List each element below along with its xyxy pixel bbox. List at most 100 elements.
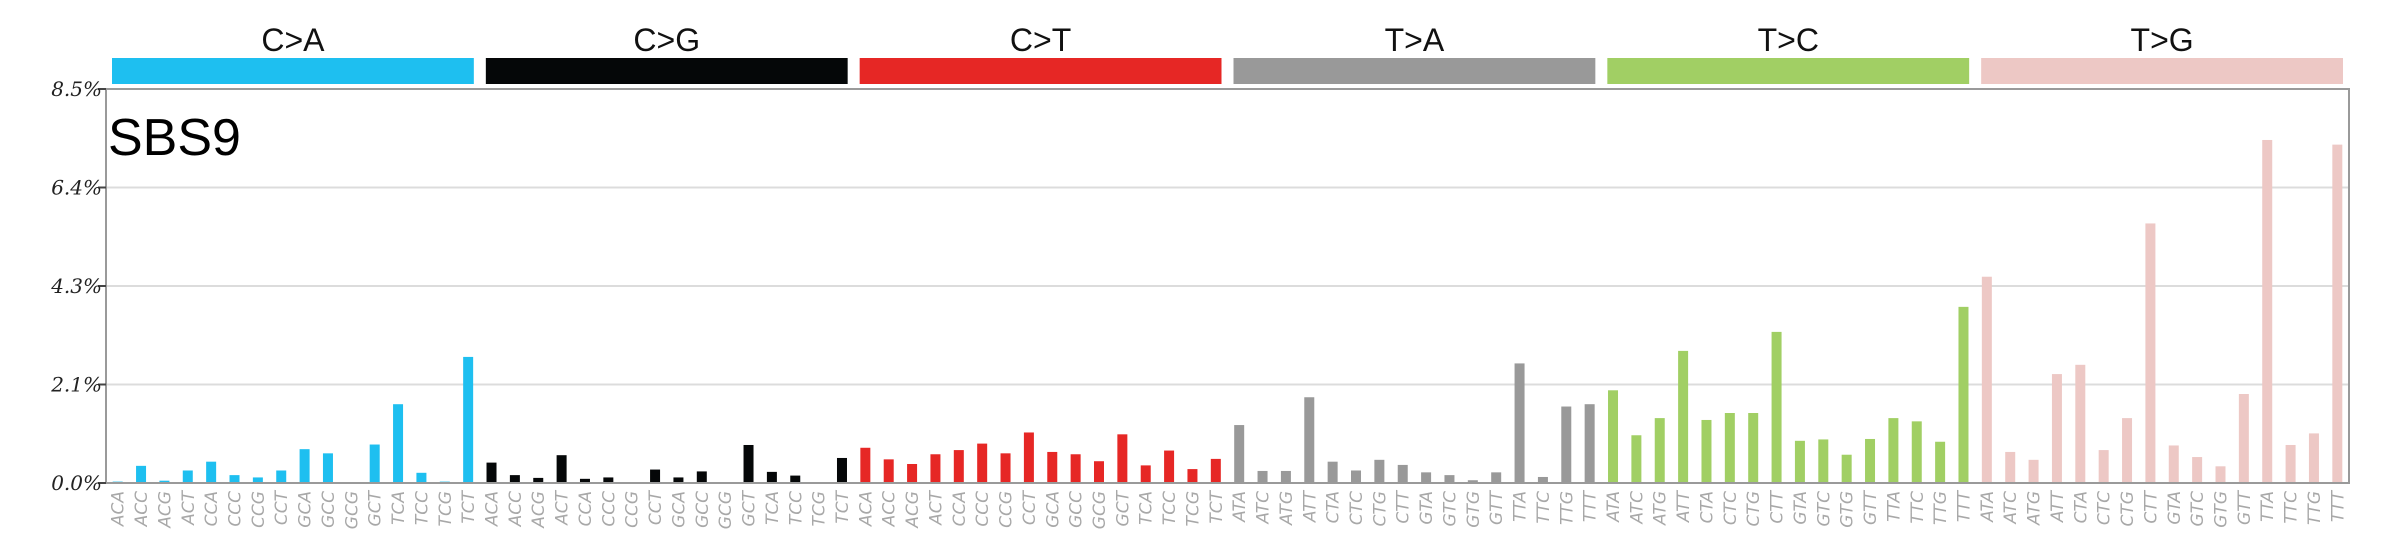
x-tick-label: TTA: [2258, 491, 2278, 522]
x-tick-label: GTT: [2235, 489, 2255, 525]
x-tick-label: ATA: [1604, 491, 1624, 523]
x-tick-label: GCT: [1113, 489, 1133, 526]
bar: [182, 470, 193, 483]
bar: [2098, 450, 2109, 483]
x-tick-label: ACT: [553, 489, 573, 525]
bar: [1514, 363, 1525, 483]
bar: [1117, 434, 1128, 483]
bar: [1421, 472, 1432, 483]
x-tick-label: TCA: [1137, 491, 1157, 525]
x-tick-label: TCG: [810, 491, 830, 526]
bar: [977, 443, 988, 483]
group-label: T>C: [1758, 22, 1819, 58]
bar: [206, 461, 217, 483]
x-tick-label: GTC: [1440, 491, 1460, 527]
x-tick-label: TTT: [1954, 489, 1974, 522]
x-tick-label: GCT: [366, 489, 386, 526]
x-tick-label: ATT: [2048, 489, 2068, 523]
x-tick-label: TCT: [1207, 489, 1227, 523]
x-tick-label: ACC: [132, 491, 152, 527]
bar: [953, 450, 964, 483]
group-color-bar: [112, 58, 474, 84]
bar: [696, 471, 707, 483]
bar: [930, 454, 941, 483]
bar: [159, 480, 170, 483]
bar: [2028, 459, 2039, 483]
x-tick-label: ATG: [1277, 491, 1297, 526]
bar: [299, 449, 310, 483]
bar: [2192, 457, 2203, 483]
bar: [486, 462, 497, 483]
x-tick-label: GCT: [740, 489, 760, 526]
x-tick-label: TTA: [1511, 491, 1531, 522]
x-tick-label: CCT: [272, 489, 292, 525]
x-tick-label: TTG: [1557, 491, 1577, 525]
x-tick-label: ATA: [1230, 491, 1250, 523]
x-tick-label: GTA: [1417, 491, 1437, 525]
x-tick-label: CTT: [2141, 489, 2161, 523]
group-label: T>G: [2131, 22, 2194, 58]
x-tick-label: TCC: [786, 491, 806, 525]
bar: [603, 477, 614, 483]
bar: [1187, 469, 1198, 483]
x-tick-label: ATT: [1674, 489, 1694, 523]
x-tick-label: ATA: [1978, 491, 1998, 523]
bar: [1070, 454, 1081, 483]
x-tick-label: CCA: [576, 491, 596, 526]
bar: [1561, 406, 1572, 483]
y-tick-label: 4.3%: [50, 274, 102, 298]
x-tick-label: CTC: [1721, 491, 1741, 525]
x-tick-label: TCC: [412, 491, 432, 525]
bar: [2215, 466, 2226, 483]
x-tick-label: CTG: [1370, 491, 1390, 526]
bar: [1537, 476, 1548, 483]
bar: [766, 471, 777, 483]
bar: [533, 477, 544, 483]
x-tick-label: ACC: [506, 491, 526, 527]
x-axis: ACA ACC ACG ACT CCA CCC CCG CCT GCA GCC GCG GCT TCA T…: [109, 489, 2349, 529]
bar: [2238, 394, 2249, 483]
x-tick-label: ACG: [529, 491, 549, 529]
bar: [1678, 350, 1689, 483]
bar: [1911, 421, 1922, 483]
x-tick-label: GTC: [1814, 491, 1834, 527]
x-tick-label: TCG: [1183, 491, 1203, 526]
x-tick-label: TTG: [2305, 491, 2325, 525]
bar: [1351, 470, 1362, 483]
bar: [1444, 475, 1455, 483]
bar: [1584, 404, 1595, 483]
bar: [1771, 331, 1782, 483]
bar: [1257, 470, 1268, 483]
bar: [1935, 441, 1946, 483]
bar: [1234, 425, 1245, 483]
bar: [1397, 464, 1408, 483]
bar: [673, 477, 684, 483]
x-tick-label: TCA: [389, 491, 409, 525]
x-tick-label: CCT: [646, 489, 666, 525]
x-tick-label: GCA: [1043, 491, 1063, 528]
x-tick-label: CCG: [249, 491, 269, 528]
x-tick-label: GTG: [1464, 491, 1484, 528]
bar: [2122, 418, 2133, 483]
bar: [1865, 438, 1876, 483]
x-tick-label: CTC: [2095, 491, 2115, 525]
x-tick-label: GCA: [296, 491, 316, 528]
bar: [1631, 435, 1642, 483]
y-tick-label: 2.1%: [50, 373, 102, 397]
bar: [1794, 440, 1805, 483]
x-tick-label: ACA: [856, 491, 876, 527]
x-tick-label: CCA: [202, 491, 222, 526]
bar: [836, 457, 847, 483]
y-axis: 0.0% 2.1% 4.3% 6.4% 8.5%: [50, 77, 106, 495]
bar: [1748, 413, 1759, 483]
bar: [579, 478, 590, 483]
bar: [1093, 461, 1104, 483]
bar: [463, 356, 474, 483]
x-tick-label: CTG: [2118, 491, 2138, 526]
bar: [1280, 470, 1291, 483]
x-tick-label: ATC: [1254, 491, 1274, 525]
bar: [1958, 306, 1969, 483]
bar: [1888, 418, 1899, 483]
bar: [2051, 374, 2062, 483]
bar: [509, 475, 520, 483]
